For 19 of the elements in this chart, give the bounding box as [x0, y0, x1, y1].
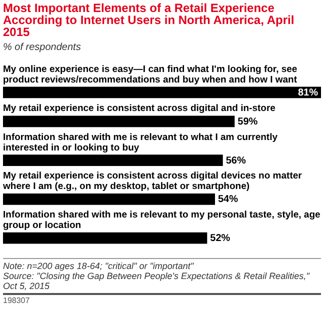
- text: Note: n=200 ages 18-64; "critical" or "important": [3, 260, 195, 270]
- y-tick-label: Information shared with me is relevant to my personal taste, style, age group or location: [3, 210, 320, 232]
- bar: [3, 232, 208, 244]
- bar: [3, 116, 235, 128]
- y-tick-label: My retail experience is consistent across digital devices no matter where I am (e.g., on my desktop, tablet or smartphone): [2, 170, 302, 192]
- y-tick-label: My online experience is easy—I can find what I'm looking for, see product reviews/recommendations and buy when and how I want: [3, 64, 298, 86]
- chart-subtitle: % of respondents: [3, 42, 81, 53]
- data-label: 52%: [210, 233, 230, 244]
- bar: [3, 193, 215, 205]
- bar: [3, 154, 223, 166]
- data-label: 81%: [298, 87, 318, 98]
- data-label: 59%: [238, 116, 258, 128]
- y-tick-label: My retail experience is consistent across digital and in-store: [3, 102, 276, 114]
- y-tick-label: Information shared with me is relevant to what I am currently interested in or looking to buy: [3, 132, 278, 154]
- text: 198307: [3, 296, 321, 304]
- chart-title: Most Important Elements of a Retail Experience According to Internet Users in North America, April 2015: [3, 1, 294, 39]
- source-note: Source: "Closing the Gap Between People's Expectations & Retail Realities," Oct 5, 2015: [3, 270, 310, 290]
- data-label: 54%: [218, 194, 238, 206]
- data-label: 56%: [226, 155, 246, 166]
